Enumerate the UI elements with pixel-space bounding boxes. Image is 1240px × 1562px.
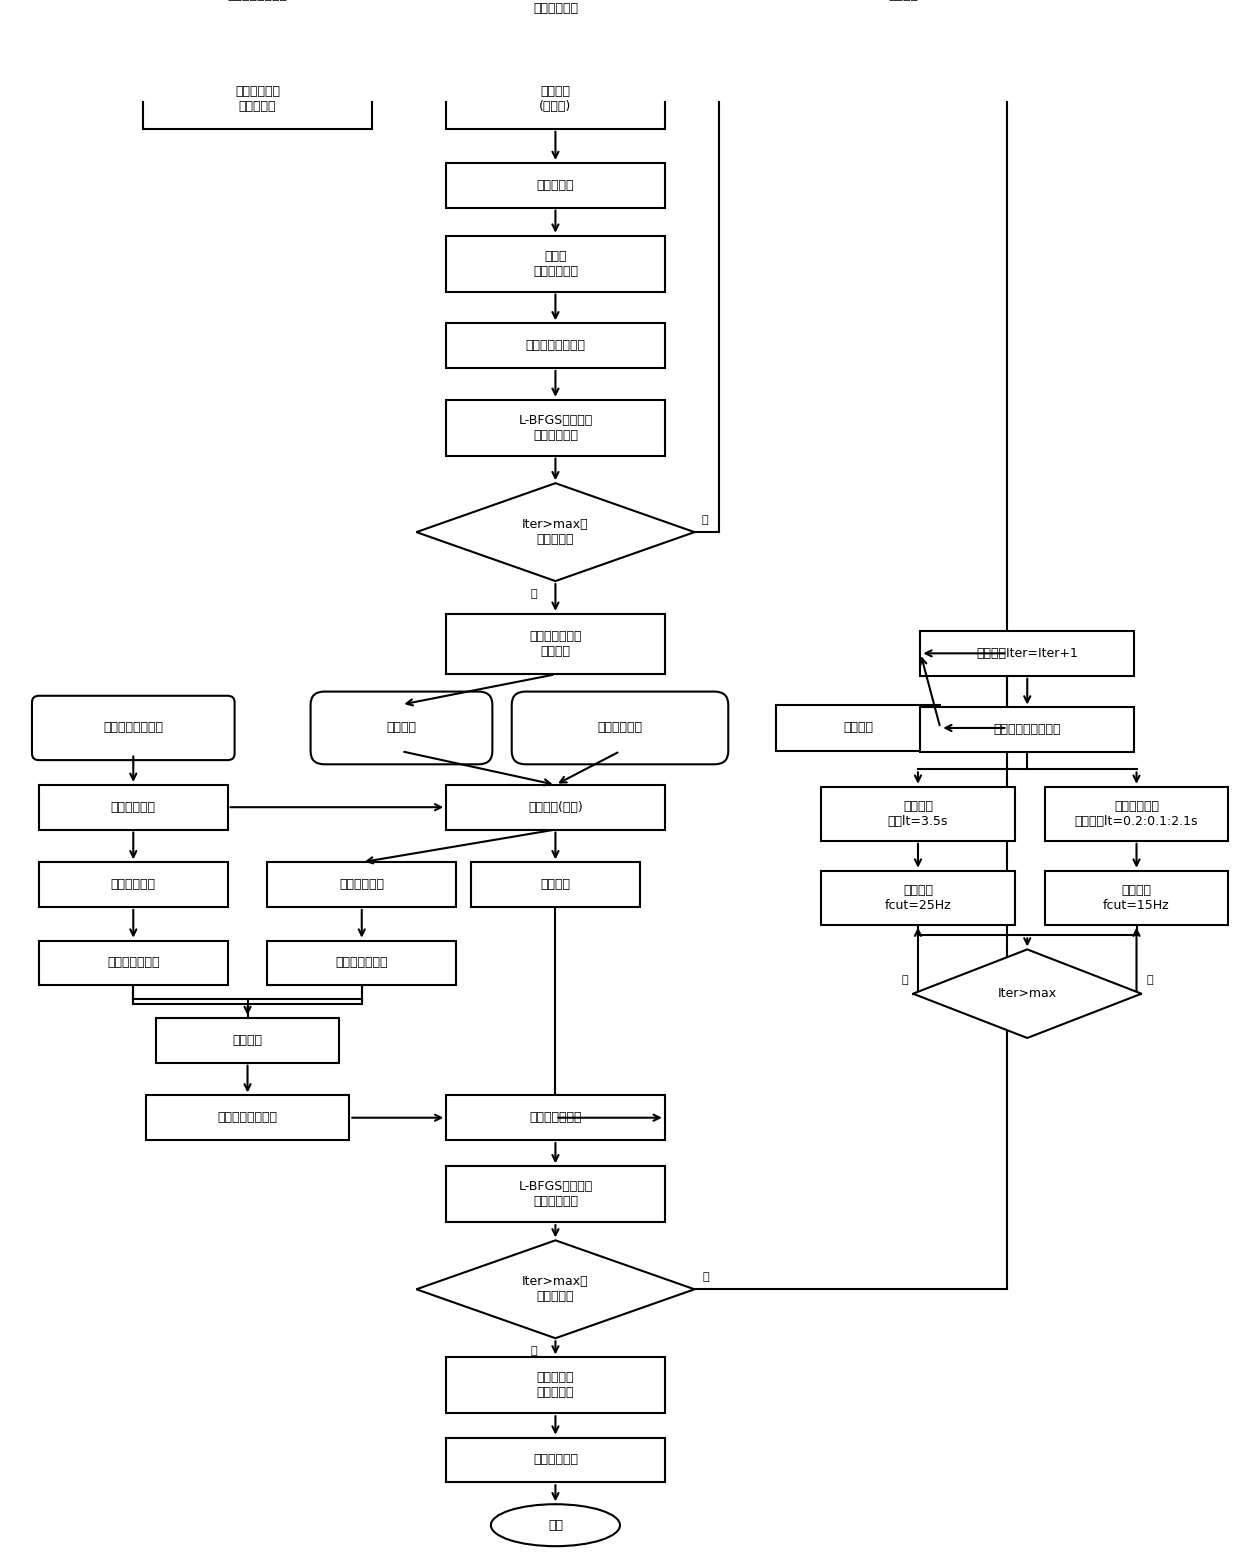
FancyBboxPatch shape [136, 0, 378, 28]
FancyBboxPatch shape [446, 1095, 665, 1140]
FancyBboxPatch shape [512, 692, 728, 764]
FancyBboxPatch shape [920, 631, 1135, 676]
FancyBboxPatch shape [446, 784, 665, 829]
FancyBboxPatch shape [821, 870, 1014, 925]
FancyBboxPatch shape [920, 708, 1135, 753]
Text: 震源函数: 震源函数 [387, 722, 417, 734]
Text: 波场残差反传波场: 波场残差反传波场 [217, 1111, 278, 1125]
Text: 正演模拟(时窗): 正演模拟(时窗) [528, 801, 583, 814]
FancyBboxPatch shape [1044, 787, 1229, 840]
Text: L-BFGS优化算法
计算更新方向: L-BFGS优化算法 计算更新方向 [518, 414, 593, 442]
FancyBboxPatch shape [446, 162, 665, 208]
FancyBboxPatch shape [776, 704, 940, 751]
Text: 常规时间域
全波形反演: 常规时间域 全波形反演 [537, 1371, 574, 1400]
Text: 直达波残差: 直达波残差 [537, 178, 574, 192]
Polygon shape [417, 1240, 694, 1339]
Text: 输入观测系统
初始速度模型: 输入观测系统 初始速度模型 [533, 0, 578, 14]
Text: 震源函数: 震源函数 [888, 0, 918, 3]
Text: 逐渐增加截断
时窗长度lt=0.2:0.1:2.1s: 逐渐增加截断 时窗长度lt=0.2:0.1:2.1s [1075, 800, 1198, 828]
Text: 互相关计算梯度: 互相关计算梯度 [529, 1111, 582, 1125]
FancyBboxPatch shape [310, 692, 492, 764]
Text: 否: 否 [702, 514, 708, 525]
Text: 反演得到高精度
震源函数: 反演得到高精度 震源函数 [529, 629, 582, 658]
Text: 否: 否 [702, 1271, 709, 1282]
Text: 输入观测系统: 输入观测系统 [598, 722, 642, 734]
FancyBboxPatch shape [446, 614, 665, 675]
FancyBboxPatch shape [268, 940, 456, 986]
FancyBboxPatch shape [156, 1018, 340, 1062]
Text: 截断频率
fcut=15Hz: 截断频率 fcut=15Hz [1104, 884, 1169, 912]
Text: Iter>max？
精度要求？: Iter>max？ 精度要求？ [522, 1275, 589, 1303]
Text: 自适应低通滤波: 自适应低通滤波 [107, 956, 160, 970]
Text: L-BFGS优化算法
计算更新方向: L-BFGS优化算法 计算更新方向 [518, 1181, 593, 1207]
FancyBboxPatch shape [146, 1095, 350, 1140]
Ellipse shape [491, 1504, 620, 1546]
FancyBboxPatch shape [446, 236, 665, 292]
FancyBboxPatch shape [32, 695, 234, 761]
FancyBboxPatch shape [446, 323, 665, 369]
Text: 直达波
残差反传波场: 直达波 残差反传波场 [533, 250, 578, 278]
FancyBboxPatch shape [439, 0, 672, 37]
Text: 否: 否 [1147, 975, 1153, 984]
Text: 是: 是 [901, 975, 908, 984]
Polygon shape [417, 483, 694, 581]
FancyBboxPatch shape [446, 1167, 665, 1221]
FancyBboxPatch shape [38, 784, 228, 829]
Text: 输入实际观测记录: 输入实际观测记录 [227, 0, 288, 3]
Text: 局部凸化处理: 局部凸化处理 [110, 878, 156, 890]
FancyBboxPatch shape [821, 787, 1014, 840]
FancyBboxPatch shape [821, 0, 985, 19]
Text: 最终反演结果: 最终反演结果 [533, 1453, 578, 1467]
Text: 局部凸化处理: 局部凸化处理 [340, 878, 384, 890]
Text: 是: 是 [531, 1346, 538, 1356]
FancyBboxPatch shape [1044, 870, 1229, 925]
Text: 波场残差: 波场残差 [233, 1034, 263, 1047]
FancyBboxPatch shape [446, 400, 665, 456]
Text: 截断频率
fcut=25Hz: 截断频率 fcut=25Hz [884, 884, 951, 912]
FancyBboxPatch shape [471, 862, 640, 908]
Text: 截断时窗
长度lt=3.5s: 截断时窗 长度lt=3.5s [888, 800, 949, 828]
Text: 结束: 结束 [548, 1518, 563, 1532]
Text: 是: 是 [531, 589, 538, 598]
FancyBboxPatch shape [38, 862, 228, 908]
FancyBboxPatch shape [446, 1357, 665, 1414]
FancyBboxPatch shape [144, 69, 372, 128]
FancyBboxPatch shape [446, 1437, 665, 1482]
Text: 计算震源函数梯度: 计算震源函数梯度 [526, 339, 585, 351]
Text: 迭代次数Iter=Iter+1: 迭代次数Iter=Iter+1 [976, 647, 1079, 659]
Text: 速度模型: 速度模型 [843, 722, 873, 734]
Text: Iter>max？
精度要求？: Iter>max？ 精度要求？ [522, 519, 589, 547]
Text: 正传波场: 正传波场 [541, 878, 570, 890]
Text: 自适应低通滤波: 自适应低通滤波 [336, 956, 388, 970]
FancyBboxPatch shape [38, 940, 228, 986]
Text: 输入实际观测记录: 输入实际观测记录 [103, 722, 164, 734]
FancyBboxPatch shape [446, 69, 665, 128]
FancyBboxPatch shape [268, 862, 456, 908]
Text: Iter>max: Iter>max [998, 987, 1056, 1000]
Polygon shape [913, 950, 1142, 1039]
Text: 更换超随机震源编码: 更换超随机震源编码 [993, 723, 1061, 736]
Text: 衰减截断时窗: 衰减截断时窗 [110, 801, 156, 814]
Text: 正演模拟
(直达波): 正演模拟 (直达波) [539, 84, 572, 112]
Text: 提取震源附近
直达波信息: 提取震源附近 直达波信息 [234, 84, 280, 112]
